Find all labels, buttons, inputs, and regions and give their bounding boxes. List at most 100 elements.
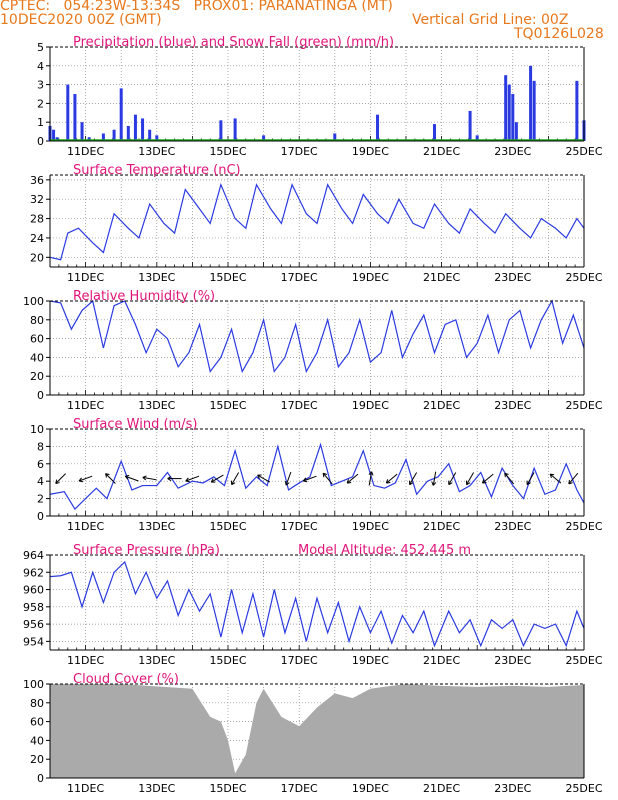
y-tick-label: 956 [23, 618, 44, 631]
y-tick-label: 0 [37, 389, 44, 402]
y-tick-label: 100 [23, 678, 44, 691]
wind-arrow-head [448, 480, 453, 486]
wind-arrow-head [105, 473, 110, 478]
precipitation-bar [432, 124, 436, 141]
wind-arrow-head [322, 472, 328, 478]
precipitation-bar [504, 75, 508, 141]
x-tick-label: 25DEC [565, 399, 602, 412]
wind-arrow-head [385, 479, 391, 484]
precipitation-bar [112, 129, 116, 141]
y-tick-label: 6 [37, 458, 44, 471]
x-tick-label: 19DEC [352, 271, 389, 284]
x-tick-label: 23DEC [494, 782, 531, 795]
precipitation-bar [148, 129, 152, 141]
wind-arrow-head [431, 481, 437, 486]
x-tick-label: 21DEC [423, 782, 460, 795]
x-tick-label: 17DEC [281, 654, 318, 667]
y-tick-label: 60 [30, 716, 44, 729]
y-tick-label: 24 [30, 232, 44, 245]
panel-title: Relative Humidity (%) [73, 289, 215, 304]
wind-arrow [526, 472, 535, 485]
x-tick-label: 21DEC [423, 654, 460, 667]
x-tick-label: 19DEC [352, 654, 389, 667]
wind-arrow-head [409, 480, 414, 486]
wind-arrow [448, 472, 457, 485]
x-tick-label: 25DEC [565, 520, 602, 533]
precipitation-bar [126, 125, 130, 141]
x-tick-label: 25DEC [565, 654, 602, 667]
y-tick-label: 20 [30, 251, 44, 264]
wind-arrow-head [78, 477, 84, 483]
y-tick-label: 958 [23, 601, 44, 614]
wind-arrow [346, 473, 359, 484]
x-tick-label: 25DEC [565, 782, 602, 795]
y-tick-label: 0 [37, 135, 44, 148]
precipitation-bar [80, 122, 84, 141]
header-grid-note: Vertical Grid Line: 00Z [412, 12, 569, 28]
x-tick-label: 13DEC [138, 654, 175, 667]
x-tick-label: 11DEC [67, 782, 104, 795]
precipitation-bar [507, 84, 511, 141]
wind-arrow-head [568, 479, 573, 485]
precipitation-bar [514, 122, 518, 141]
x-tick-label: 25DEC [565, 271, 602, 284]
x-tick-label: 19DEC [352, 399, 389, 412]
wind-arrow-head [210, 478, 216, 483]
x-tick-label: 13DEC [138, 145, 175, 158]
x-tick-label: 11DEC [67, 145, 104, 158]
pres-series-line [49, 560, 585, 648]
y-tick-label: 2 [37, 493, 44, 506]
y-tick-label: 40 [30, 351, 44, 364]
wind-arrow [482, 473, 494, 484]
temp-series-line [49, 182, 585, 261]
precipitation-bar [55, 137, 59, 141]
x-tick-label: 11DEC [67, 271, 104, 284]
precipitation-bar [87, 137, 91, 141]
x-tick-label: 13DEC [138, 520, 175, 533]
panel-title: Surface Pressure (hPa) [73, 543, 220, 558]
y-tick-label: 960 [23, 584, 44, 597]
precipitation-bar [529, 65, 533, 141]
y-tick-label: 40 [30, 734, 44, 747]
panel-title: Cloud Cover (%) [73, 672, 179, 687]
precipitation-bar [532, 80, 536, 141]
wind-arrow-head [167, 476, 172, 482]
x-tick-label: 21DEC [423, 271, 460, 284]
wind-arrow [466, 472, 475, 485]
wind-arrow [257, 474, 270, 483]
y-tick-label: 2 [37, 97, 44, 110]
wind-arrow-head [504, 472, 509, 478]
wind-arrow-head [302, 477, 308, 483]
precipitation-bar [475, 135, 479, 141]
x-tick-label: 19DEC [352, 145, 389, 158]
wind-arrow-head [368, 471, 374, 476]
x-tick-label: 21DEC [423, 145, 460, 158]
x-tick-label: 15DEC [209, 520, 246, 533]
wind-arrow-head [549, 473, 555, 479]
y-tick-label: 28 [30, 213, 44, 226]
wind-arrow [285, 471, 292, 486]
precipitation-bar [52, 129, 56, 141]
x-tick-label: 13DEC [138, 399, 175, 412]
y-tick-label: 60 [30, 333, 44, 346]
wind-arrow [432, 471, 437, 486]
y-tick-label: 80 [30, 697, 44, 710]
precipitation-bar [155, 135, 159, 141]
panel-subtitle: Model Altitude: 452.445 m [298, 543, 471, 558]
wind-arrow-head [466, 480, 471, 486]
wind-arrow [105, 473, 116, 484]
precipitation-bar [468, 110, 472, 141]
x-tick-label: 17DEC [281, 782, 318, 795]
precipitation-bar [119, 88, 123, 141]
wind-arrow [549, 473, 562, 484]
y-tick-label: 10 [30, 423, 44, 436]
wind-series-line [49, 442, 585, 510]
x-tick-label: 17DEC [281, 271, 318, 284]
header-model-code: TQ0126L028 [514, 26, 604, 42]
y-tick-label: 0 [37, 772, 44, 785]
y-tick-label: 954 [23, 635, 44, 648]
header-line1: CPTEC: 054:23W-13:34S PROX01: PARANATING… [0, 0, 393, 14]
wind-arrow [322, 472, 333, 485]
rh-series-line [49, 299, 585, 374]
x-tick-label: 11DEC [67, 399, 104, 412]
